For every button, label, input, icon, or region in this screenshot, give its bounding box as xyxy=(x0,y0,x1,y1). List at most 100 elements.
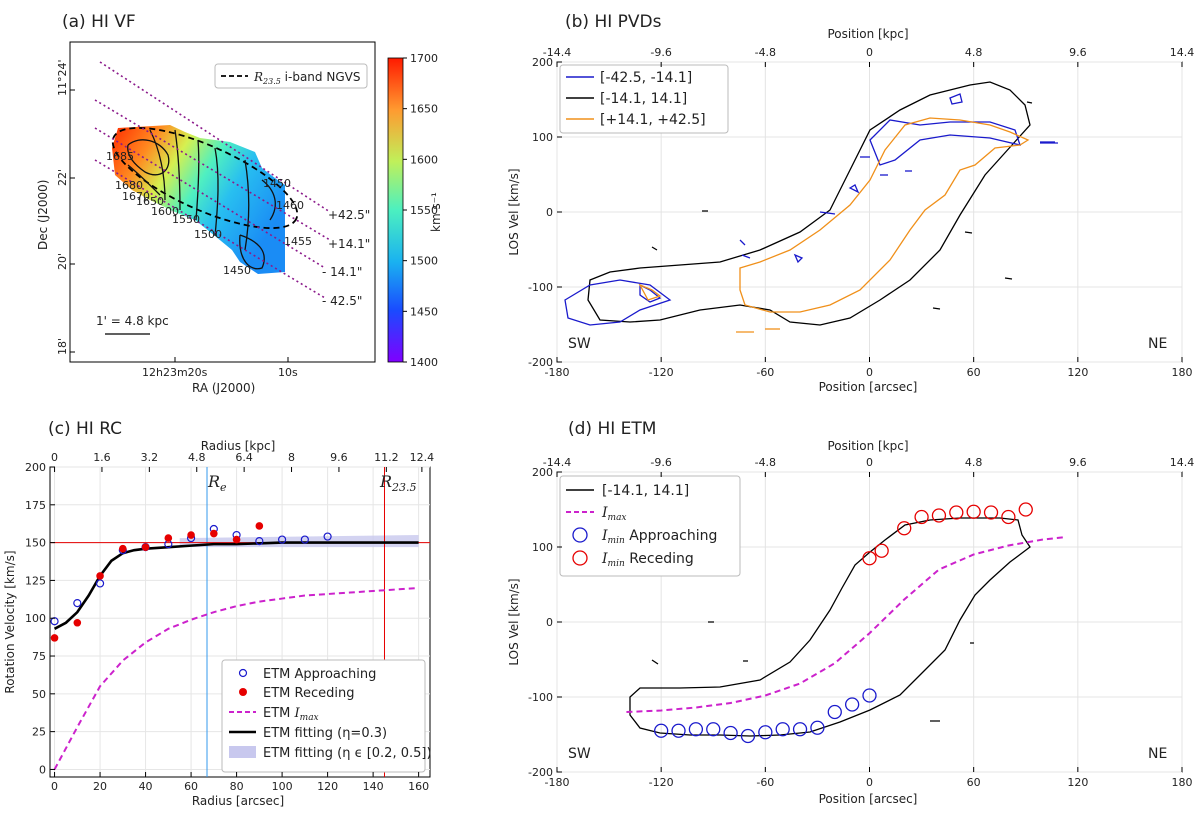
top-tick-label: 0 xyxy=(866,456,873,469)
slit-label: +42.5" xyxy=(328,208,370,222)
panel-a-legend: R23.5 i-band NGVS xyxy=(214,63,368,89)
contour-label: 1600 xyxy=(151,205,179,218)
x-tick-label: 0 xyxy=(51,780,58,793)
panel-c-legend-label: ETM fitting (η ϵ [0.2, 0.5]) xyxy=(263,746,432,761)
approaching-point xyxy=(654,723,669,738)
imax-curve xyxy=(626,536,1065,713)
top-tick-label: -9.6 xyxy=(650,46,671,59)
dec-tick: 22' xyxy=(56,169,69,186)
colorbar xyxy=(387,57,404,363)
panel-b-legend-label: [-14.1, 14.1] xyxy=(600,91,687,107)
x-tick-label: 20 xyxy=(93,780,107,793)
contour-label: 1450 xyxy=(223,264,251,277)
top-tick-label: 1.6 xyxy=(93,451,111,464)
top-tick-label: -4.8 xyxy=(755,46,776,59)
y-tick-label: -100 xyxy=(528,691,553,704)
top-tick-label: 9.6 xyxy=(1069,46,1087,59)
top-tick-label: 0 xyxy=(866,46,873,59)
approaching-point xyxy=(827,704,842,720)
velocity-contours xyxy=(127,129,276,270)
y-tick-label: 200 xyxy=(532,466,553,479)
x-tick-label: 120 xyxy=(1067,776,1088,789)
top-tick-label: 9.6 xyxy=(1069,456,1087,469)
receding-point xyxy=(187,531,195,539)
pvd-contours xyxy=(564,81,1058,333)
contour-labels: 1685 1680 1670 1650 1600 1550 1500 1450 … xyxy=(106,150,312,277)
panel-b-sw-label: SW xyxy=(568,336,591,352)
approaching-point xyxy=(73,598,82,608)
receding-point xyxy=(232,535,241,544)
x-tick-label: 160 xyxy=(408,780,429,793)
y-tick-label: 200 xyxy=(532,56,553,69)
panel-c-legend-label: ETM Receding xyxy=(263,686,354,701)
panel-b-title: (b) HI PVDs xyxy=(565,12,662,32)
pvd-contour-sw xyxy=(564,279,672,326)
colorbar-label: km s⁻¹ xyxy=(429,192,443,232)
slit-lines xyxy=(94,61,331,299)
receding-point xyxy=(164,534,173,542)
approaching-point xyxy=(723,725,738,741)
colorbar-ticks: 1400 1450 1500 1550 1600 1650 1700 xyxy=(403,52,438,369)
slit-labels: +42.5" +14.1" - 14.1" - 42.5" xyxy=(322,208,370,308)
panel-c: (c) HI RC Radius [kpc] Re R23.5 ETM Appr… xyxy=(3,419,434,808)
top-tick-label: 11.2 xyxy=(374,451,399,464)
x-tick-label: -120 xyxy=(649,776,674,789)
top-tick-label: 9.6 xyxy=(330,451,348,464)
top-tick-label: 14.4 xyxy=(1170,46,1195,59)
panel-d-sw-label: SW xyxy=(568,746,591,762)
panel-b-ylabel: LOS Vel [km/s] xyxy=(507,168,521,255)
panel-a-ylabel: Dec (J2000) xyxy=(36,180,50,250)
panel-d-ylabel: LOS Vel [km/s] xyxy=(507,578,521,665)
approaching-point xyxy=(277,535,287,544)
contour-label: 1685 xyxy=(106,150,134,163)
x-tick-label: 60 xyxy=(967,366,981,379)
approaching-point xyxy=(671,723,686,738)
panel-c-legend-label: ETM Approaching xyxy=(263,667,376,682)
receding-point xyxy=(210,529,218,538)
y-tick-label: 25 xyxy=(32,726,46,739)
contour-label: 1550 xyxy=(172,213,200,226)
approaching-point xyxy=(844,697,860,712)
panel-d-legend-label: Imin Receding xyxy=(601,551,694,569)
y-tick-label: 75 xyxy=(32,650,46,663)
colorbar-tick-label: 1400 xyxy=(410,356,438,369)
scale-bar-label: 1' = 4.8 kpc xyxy=(96,314,169,328)
x-tick-label: 80 xyxy=(230,780,244,793)
panel-a-ticks: 12h23m20s 10s 18' 20' 22' 11°24' xyxy=(56,59,298,379)
panel-d-title: (d) HI ETM xyxy=(568,419,656,439)
slit-label: - 42.5" xyxy=(322,294,362,308)
receding-point xyxy=(874,543,889,558)
panel-d-legend-label: [-14.1, 14.1] xyxy=(602,483,689,499)
top-tick-label: 0 xyxy=(51,451,58,464)
top-tick-label: 4.8 xyxy=(965,456,983,469)
panel-a-xlabel: RA (J2000) xyxy=(192,381,255,395)
receding-point xyxy=(119,544,127,553)
contour-label: 1650 xyxy=(136,195,164,208)
receding-point xyxy=(862,551,877,566)
colorbar-tick-label: 1550 xyxy=(410,204,438,217)
y-tick-label: 100 xyxy=(532,541,553,554)
panel-c-legend: ETM Approaching ETM Receding ETM Imax ET… xyxy=(221,659,432,773)
contour-label: 1680 xyxy=(115,179,143,192)
y-tick-label: 100 xyxy=(532,131,553,144)
y-tick-label: 0 xyxy=(39,763,46,776)
receding-point xyxy=(931,508,947,523)
approaching-point xyxy=(740,728,756,744)
x-tick-label: 0 xyxy=(866,366,873,379)
approaching-point xyxy=(255,536,264,546)
approaching-point xyxy=(862,688,877,703)
panel-b-xlabel: Position [arcsec] xyxy=(819,380,918,394)
pvd-contour-middle xyxy=(587,81,1031,326)
y-tick-label: 0 xyxy=(546,206,553,219)
ra-tick: 12h23m20s xyxy=(142,366,208,379)
receding-point xyxy=(50,634,59,642)
x-tick-label: -60 xyxy=(756,366,774,379)
receding-point xyxy=(914,509,929,525)
top-tick-label: 8 xyxy=(288,451,295,464)
y-tick-label: 50 xyxy=(32,688,46,701)
x-tick-label: -120 xyxy=(649,366,674,379)
x-tick-label: 60 xyxy=(967,776,981,789)
x-tick-label: -180 xyxy=(545,776,570,789)
y-tick-label: -200 xyxy=(528,766,553,779)
